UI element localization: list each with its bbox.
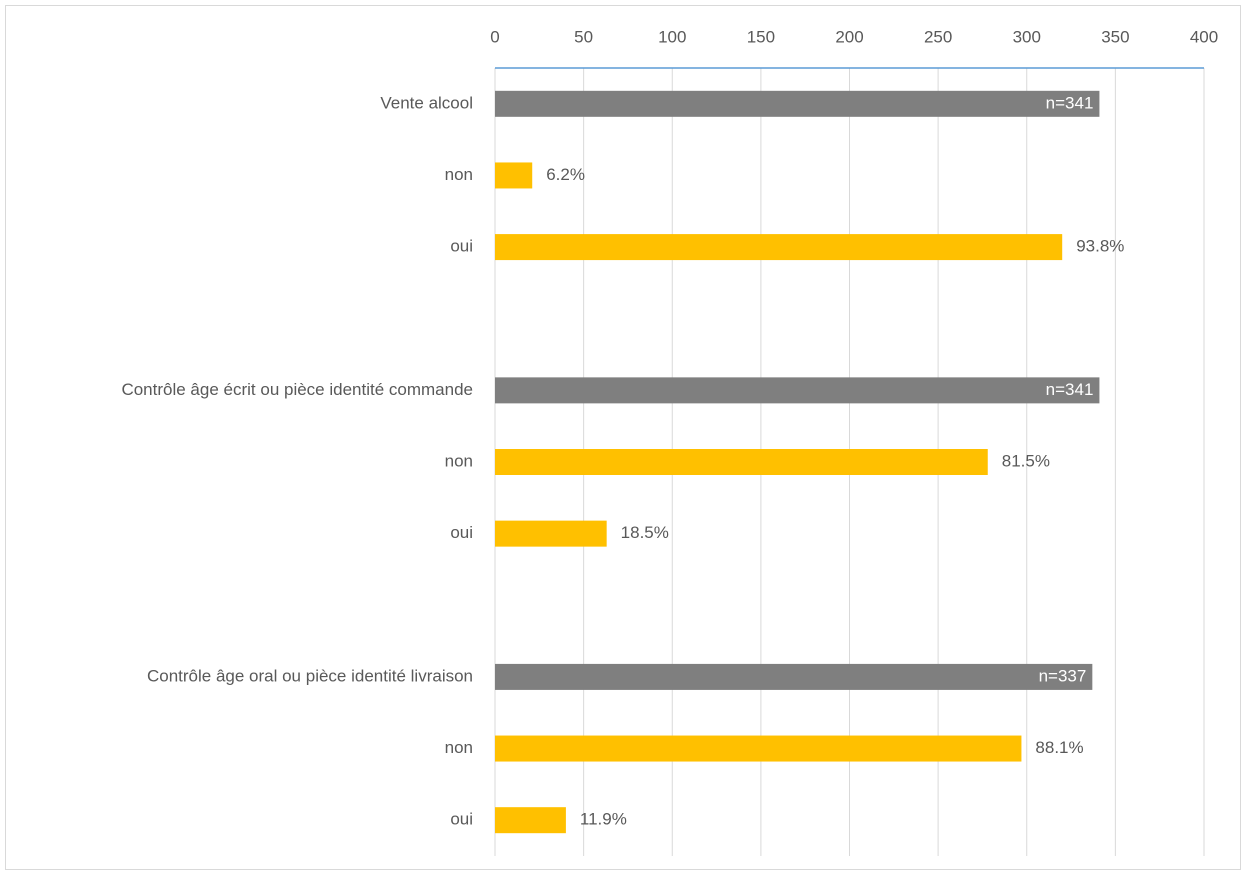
- bar: [495, 663, 1093, 690]
- x-tick-label: 50: [574, 27, 593, 46]
- bar: [495, 377, 1100, 404]
- y-tick-label: Contrôle âge écrit ou pièce identité com…: [121, 380, 473, 399]
- bar: [495, 449, 988, 475]
- y-tick-label: non: [445, 451, 473, 470]
- x-tick-label: 250: [924, 27, 952, 46]
- x-tick-label: 400: [1190, 27, 1218, 46]
- value-label: 88.1%: [1035, 738, 1083, 757]
- value-label: 81.5%: [1002, 451, 1050, 470]
- y-tick-label: oui: [450, 523, 473, 542]
- bar: [495, 735, 1022, 762]
- bar: [495, 520, 607, 547]
- y-tick-label: non: [445, 738, 473, 757]
- x-tick-label: 200: [835, 27, 863, 46]
- value-label: n=337: [1039, 666, 1087, 685]
- x-tick-label: 300: [1013, 27, 1041, 46]
- y-tick-label: Contrôle âge oral ou pièce identité livr…: [147, 666, 473, 685]
- value-label: 93.8%: [1076, 237, 1124, 256]
- x-tick-label: 350: [1101, 27, 1129, 46]
- x-tick-label: 150: [747, 27, 775, 46]
- x-tick-label: 0: [490, 27, 499, 46]
- y-tick-label: oui: [450, 237, 473, 256]
- y-tick-label: non: [445, 165, 473, 184]
- y-tick-label: oui: [450, 810, 473, 829]
- bar: [495, 162, 533, 189]
- value-label: 11.9%: [580, 810, 627, 829]
- x-tick-label: 100: [658, 27, 686, 46]
- y-tick-label: Vente alcool: [380, 93, 473, 112]
- value-label: 18.5%: [621, 523, 669, 542]
- value-label: 6.2%: [546, 165, 585, 184]
- bar: [495, 90, 1100, 117]
- bar: [495, 807, 566, 834]
- chart-frame: [5, 5, 1241, 870]
- value-label: n=341: [1046, 380, 1094, 399]
- bar: [495, 234, 1063, 261]
- value-label: n=341: [1046, 93, 1094, 112]
